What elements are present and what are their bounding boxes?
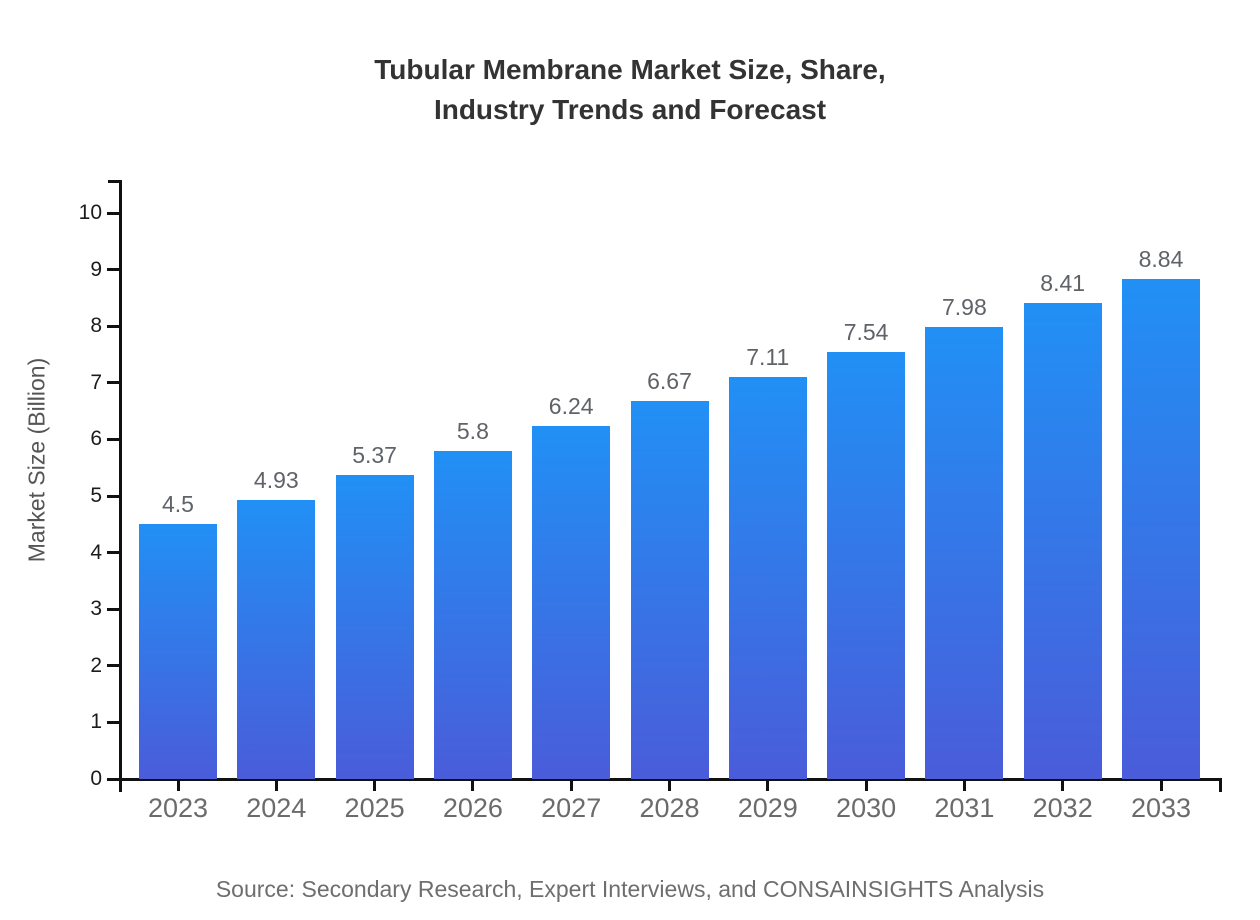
bar-value-label-2031: 7.98	[942, 294, 987, 321]
x-tick-2032	[1061, 781, 1065, 791]
bar-2029	[728, 376, 807, 779]
y-tick-1	[107, 720, 120, 724]
bar-2026	[433, 450, 512, 779]
bar-2025	[335, 475, 414, 779]
bar-2030	[827, 352, 906, 779]
x-axis-label-2032: 2032	[1032, 793, 1093, 823]
bar-2027	[532, 425, 611, 779]
chart-title: Tubular Membrane Market Size, Share, Ind…	[0, 50, 1260, 130]
bar-2023	[139, 524, 217, 779]
x-axis-label-2030: 2030	[836, 793, 897, 823]
y-tick-label-0: 0	[90, 767, 102, 790]
y-tick-label-3: 3	[90, 597, 102, 621]
y-tick-label-10: 10	[78, 201, 102, 224]
y-tick-6	[107, 437, 120, 441]
y-tick-label-4: 4	[90, 540, 102, 564]
x-tick-2025	[373, 781, 377, 791]
source-note: Source: Secondary Research, Expert Inter…	[215, 876, 1045, 902]
y-tick-9	[107, 268, 120, 272]
x-tick-2029	[766, 781, 770, 791]
y-axis-line	[119, 180, 122, 792]
bar-value-label-2024: 4.93	[253, 466, 299, 493]
y-tick-label-7: 7	[90, 370, 102, 394]
bar-value-label-2032: 8.41	[1040, 269, 1086, 296]
y-tick-2	[107, 664, 120, 668]
y-tick-label-1: 1	[90, 710, 102, 734]
x-axis-label-2025: 2025	[344, 793, 405, 823]
x-axis-line	[119, 778, 1222, 781]
y-tick-5	[107, 494, 120, 498]
y-tick-label-2: 2	[90, 653, 102, 677]
bar-value-label-2030: 7.54	[843, 319, 889, 346]
y-tick-0	[107, 777, 120, 781]
bar-2028	[630, 401, 709, 779]
bar-2032	[1023, 302, 1102, 779]
y-tick-10	[107, 211, 120, 215]
x-tick-2026	[471, 781, 475, 791]
x-axis-label-2024: 2024	[246, 793, 307, 823]
bar-2024	[237, 499, 316, 779]
x-axis-label-2033: 2033	[1130, 793, 1192, 823]
x-axis-label-2028: 2028	[639, 793, 700, 823]
bar-value-label-2026: 5.8	[456, 417, 489, 444]
x-axis-label-2023: 2023	[147, 793, 209, 823]
y-tick-label-8: 8	[90, 314, 102, 338]
bar-value-label-2025: 5.37	[352, 442, 397, 469]
bar-value-label-2029: 7.11	[746, 343, 790, 370]
x-axis-end-cap	[1219, 778, 1222, 792]
x-axis-label-2027: 2027	[541, 793, 602, 823]
y-tick-7	[107, 381, 120, 385]
x-tick-2033	[1159, 781, 1163, 791]
y-tick-8	[107, 324, 120, 328]
x-tick-2030	[864, 781, 868, 791]
bar-2033	[1122, 278, 1200, 779]
bar-value-label-2028: 6.67	[647, 368, 692, 395]
bar-value-label-2023: 4.5	[162, 491, 194, 518]
chart-title-line1: Tubular Membrane Market Size, Share,	[374, 54, 886, 85]
y-tick-4	[107, 551, 120, 555]
y-axis-end-cap	[108, 180, 122, 183]
bar-value-label-2027: 6.24	[548, 392, 594, 419]
x-tick-2031	[962, 781, 966, 791]
x-tick-2023	[176, 781, 180, 791]
bar-2031	[925, 327, 1004, 779]
y-tick-3	[107, 607, 120, 611]
y-tick-label-5: 5	[90, 484, 102, 507]
chart-title-line2: Industry Trends and Forecast	[433, 94, 827, 125]
bar-value-label-2033: 8.84	[1138, 245, 1184, 272]
x-axis-label-2029: 2029	[737, 793, 798, 823]
x-tick-2028	[668, 781, 671, 791]
x-tick-2027	[569, 781, 573, 791]
x-tick-2024	[274, 781, 278, 791]
y-tick-label-6: 6	[90, 427, 102, 451]
x-axis-label-2026: 2026	[442, 793, 503, 823]
x-axis-label-2031: 2031	[934, 793, 995, 823]
y-tick-label-9: 9	[90, 257, 102, 281]
